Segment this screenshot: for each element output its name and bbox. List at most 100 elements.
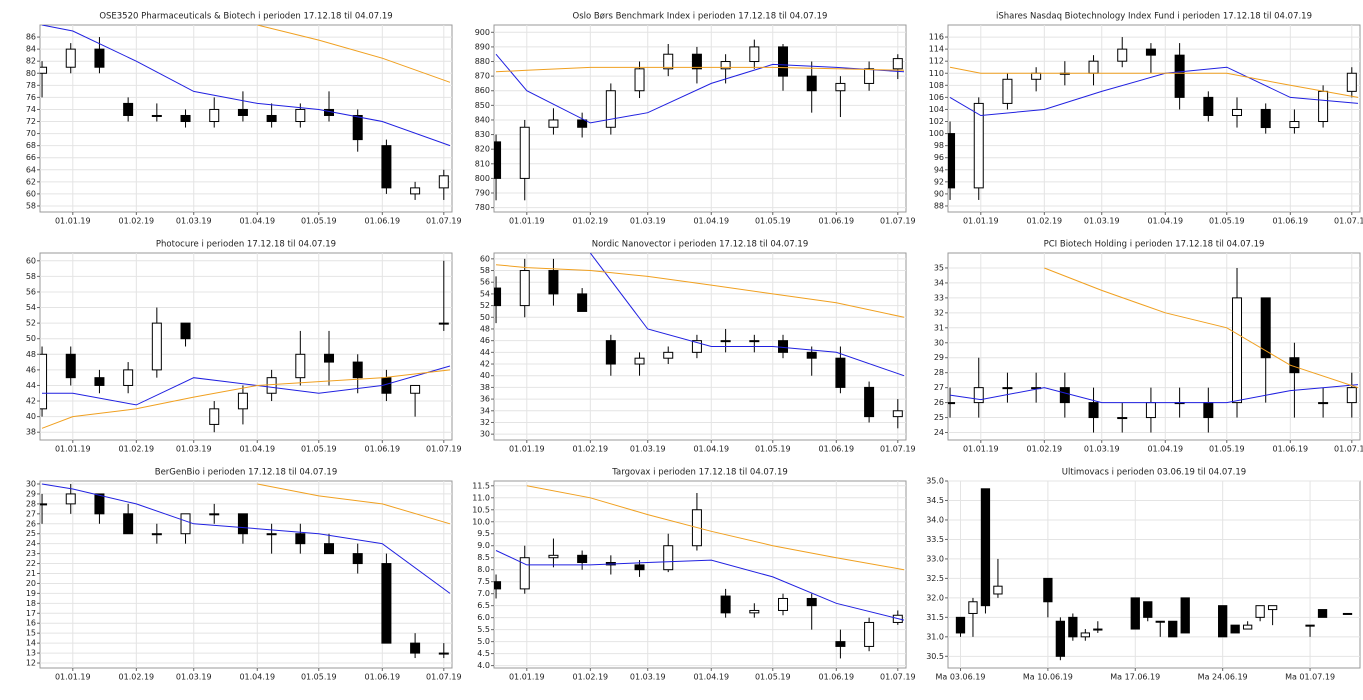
y-tick-label: 17	[26, 609, 36, 618]
chart-title: Ultimovacs i perioden 03.06.19 til 04.07…	[1062, 468, 1246, 478]
candle-body	[266, 377, 277, 394]
y-tick-label: 44	[26, 381, 36, 390]
y-tick-label: 94	[934, 165, 944, 174]
candle-body	[519, 270, 530, 307]
chart-title: BerGenBio i perioden 17.12.18 til 04.07.…	[155, 468, 337, 478]
x-tick-label: 01.07.19	[426, 445, 462, 454]
y-tick-label: 54	[480, 289, 490, 298]
candle-body	[1260, 108, 1271, 129]
candle-body	[519, 557, 530, 590]
x-tick-label: 01.07.19	[880, 445, 916, 454]
plot-area	[39, 252, 453, 441]
candle-body	[1180, 597, 1190, 634]
candle-body	[266, 533, 277, 536]
y-tick-label: 29	[26, 489, 36, 498]
candle-body	[123, 102, 134, 116]
panel: iShares Nasdaq Biotechnology Index Fund …	[929, 12, 1363, 226]
candle-body	[1174, 54, 1185, 98]
x-tick-label: 01.04.19	[1147, 445, 1183, 454]
candle-body	[720, 61, 731, 70]
y-tick-label: 40	[480, 371, 490, 380]
panel: Targovax i perioden 17.12.18 til 04.07.1…	[472, 468, 915, 682]
x-tick-label: 01.01.19	[509, 445, 545, 454]
panel: Oslo Børs Benchmark Index i perioden 17.…	[475, 12, 916, 226]
plot	[494, 253, 905, 429]
y-tick-label: 30.5	[926, 652, 944, 661]
candle-body	[749, 340, 760, 343]
candle-body	[663, 545, 674, 571]
y-tick-label: 78	[26, 81, 36, 90]
x-tick-label: 01.03.19	[176, 445, 212, 454]
y-tick-label: 38	[480, 383, 490, 392]
candle-body	[778, 597, 789, 611]
y-tick-label: 50	[26, 334, 36, 343]
y-tick-label: 35	[934, 263, 944, 272]
plot-area	[947, 24, 1361, 213]
x-tick-label: 01.07.19	[426, 217, 462, 226]
candle-body	[94, 377, 105, 386]
y-tick-label: 890	[475, 42, 490, 51]
y-tick-label: 33	[934, 293, 944, 302]
candle-body	[663, 351, 674, 359]
candle-body	[1080, 632, 1090, 638]
candle-body	[835, 641, 846, 647]
candle-body	[40, 503, 48, 506]
candle-body	[691, 53, 702, 70]
candle-body	[151, 322, 162, 371]
candle-body	[494, 141, 502, 179]
candle-body	[1059, 387, 1070, 404]
y-tick-label: 50	[480, 313, 490, 322]
plot	[948, 267, 1359, 433]
y-tick-label: 25	[934, 413, 944, 422]
y-tick-label: 92	[934, 177, 944, 186]
x-tick-label: 01.04.19	[239, 673, 275, 682]
candle-body	[1088, 60, 1099, 74]
y-tick-label: 64	[26, 165, 36, 174]
y-tick-label: 58	[26, 201, 36, 210]
candle-body	[548, 119, 559, 128]
y-tick-label: 5.0	[477, 637, 490, 646]
x-tick-label: 01.04.19	[693, 445, 729, 454]
y-tick-label: 24	[934, 428, 944, 437]
candle-body	[864, 386, 875, 418]
y-tick-label: 10.0	[472, 517, 490, 526]
y-tick-label: 56	[26, 287, 36, 296]
candle-body	[1218, 605, 1228, 638]
candle-body	[634, 357, 645, 365]
candle-body	[720, 340, 731, 343]
y-tick-label: 30	[26, 479, 36, 488]
y-tick-label: 88	[934, 201, 944, 210]
x-tick-label: 01.05.19	[301, 673, 337, 682]
panel: Photocure i perioden 17.12.18 til 04.07.…	[26, 240, 462, 454]
y-tick-label: 8.5	[477, 553, 490, 562]
x-tick-label: 01.03.19	[1084, 217, 1120, 226]
candle-body	[778, 46, 789, 77]
plot	[40, 25, 451, 200]
x-tick-label: 01.04.19	[1147, 217, 1183, 226]
plot	[40, 260, 451, 433]
y-tick-label: 102	[929, 117, 944, 126]
candle-body	[180, 114, 191, 123]
candle-body	[94, 48, 105, 68]
candle-body	[548, 554, 559, 559]
candle-body	[180, 513, 191, 535]
y-tick-label: 9.5	[477, 529, 490, 538]
candle-body	[1318, 402, 1329, 405]
x-tick-label: 01.02.19	[1027, 217, 1063, 226]
y-tick-label: 110	[929, 69, 944, 78]
x-tick-label: 01.03.19	[1084, 445, 1120, 454]
candle-body	[209, 513, 220, 516]
y-tick-label: 52	[26, 319, 36, 328]
y-tick-label: 34	[934, 278, 944, 287]
plot	[40, 483, 451, 659]
y-tick-label: 32	[934, 308, 944, 317]
x-tick-label: 01.07.19	[426, 673, 462, 682]
y-tick-label: 33.5	[926, 535, 944, 544]
plot-area	[947, 480, 1361, 669]
candle-body	[1155, 620, 1165, 623]
y-tick-label: 8.0	[477, 565, 490, 574]
x-tick-label: 01.02.19	[119, 445, 155, 454]
candle-body	[806, 351, 817, 359]
y-tick-label: 56	[480, 278, 490, 287]
x-tick-label: 01.03.19	[176, 217, 212, 226]
